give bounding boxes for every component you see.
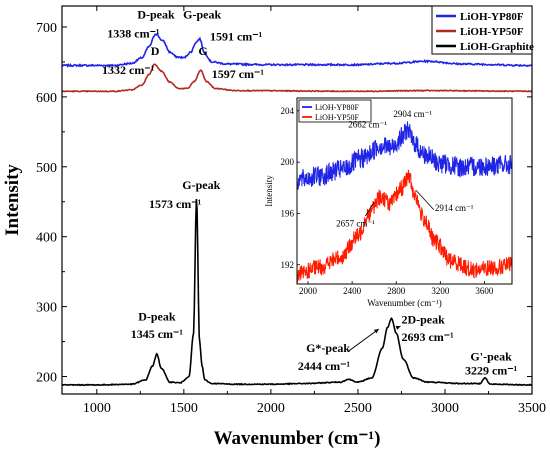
inset-plot: 2000 2400 2800 3200 3600 192 196 200 204 Wavenumb… <box>264 97 513 308</box>
x-tick-label: 2500 <box>344 401 372 416</box>
y-axis-title: Intensity <box>2 164 23 236</box>
annotation-label: 2D-peak <box>401 312 445 326</box>
inset-annotation-label: 2914 cm⁻¹ <box>435 203 474 213</box>
inset-y-tick-label: 204 <box>281 106 295 116</box>
series-line-2 <box>61 199 533 387</box>
inset-annotation-leader <box>365 201 375 217</box>
y-tick-label: 400 <box>36 231 57 246</box>
y-tick-label: 200 <box>36 371 57 386</box>
annotation-label: G'-peak <box>470 349 512 363</box>
plot-frame <box>61 5 533 395</box>
annotation-label: 2444 cm⁻¹ <box>298 359 351 373</box>
x-tick-label: 1500 <box>170 401 198 416</box>
x-tick-label: 2000 <box>257 401 285 416</box>
inset-y-axis-title: Intensity <box>264 175 274 207</box>
inset-annotation-label: 2904 cm⁻¹ <box>393 109 432 119</box>
annotation-label: G-peak <box>182 178 220 192</box>
inset-annotation-label: 2657 cm⁻¹ <box>336 218 375 228</box>
annotation-label: 1573 cm⁻¹ <box>149 197 202 211</box>
x-tick-label: 3000 <box>431 401 459 416</box>
annotation-label: 3229 cm⁻¹ <box>465 363 518 377</box>
inset-series-line-1 <box>296 169 513 283</box>
y-tick-label: 600 <box>36 91 57 106</box>
annotation-label: G-peak <box>183 8 221 22</box>
y-tick-label: 300 <box>36 301 57 316</box>
annotation-arrow <box>348 328 380 352</box>
annotation-label: D-peak <box>137 8 175 22</box>
annotation-label: 1338 cm⁻¹ <box>107 26 160 40</box>
y-tick-label: 700 <box>36 21 57 36</box>
annotation-label: 1597 cm⁻¹ <box>212 67 265 81</box>
annotation-label: 2693 cm⁻¹ <box>401 330 454 344</box>
annotation-label: D <box>151 44 160 58</box>
inset-y-tick-label: 192 <box>281 260 295 270</box>
inset-x-tick-label: 3200 <box>431 286 450 296</box>
inset-legend-label: LiOH-YP50F <box>315 113 360 122</box>
legend-label: LiOH-Graphite <box>460 41 534 53</box>
annotation-label: D-peak <box>138 310 176 324</box>
main-plot: 1000 1500 2000 2500 3000 3500 200 300 400 500 600 7… <box>2 5 546 449</box>
inset-x-tick-label: 3600 <box>475 286 494 296</box>
annotation-arrowhead <box>395 325 401 330</box>
inset-legend-label: LiOH-YP80F <box>315 103 360 112</box>
inset-x-tick-label: 2000 <box>299 286 318 296</box>
inset-annotation-label: 2662 cm⁻¹ <box>348 120 387 130</box>
inset-x-tick-label: 2800 <box>387 286 406 296</box>
inset-annotation-leader <box>415 190 435 210</box>
series-line-1 <box>61 63 533 93</box>
annotation-label: G*-peak <box>306 341 350 355</box>
inset-legend-box <box>298 99 372 123</box>
inset-y-tick-label: 200 <box>281 157 295 167</box>
x-tick-label: 1000 <box>83 401 111 416</box>
annotation-label: G <box>198 44 207 58</box>
legend-label: LiOH-YP80F <box>460 11 524 23</box>
legend-label: LiOH-YP50F <box>460 26 524 38</box>
inset-x-tick-label: 2400 <box>343 286 362 296</box>
annotation-label: 1345 cm⁻¹ <box>131 327 184 341</box>
x-axis-title: Wavenumber (cm⁻¹) <box>214 428 381 449</box>
inset-y-tick-label: 196 <box>281 208 295 218</box>
inset-x-axis-title: Wavenumber (cm⁻¹) <box>367 298 441 308</box>
inset-frame <box>296 97 513 285</box>
legend: LiOH-YP80F LiOH-YP50F LiOH-Graphite <box>431 5 534 55</box>
annotation-label: 1332 cm⁻¹ <box>102 63 155 77</box>
inset-series-line-0 <box>296 121 513 190</box>
annotation-arrowhead <box>373 328 379 334</box>
x-tick-label: 3500 <box>518 401 546 416</box>
series-line-0 <box>61 33 533 68</box>
annotation-label: 1591 cm⁻¹ <box>210 29 263 43</box>
y-tick-label: 500 <box>36 161 57 176</box>
